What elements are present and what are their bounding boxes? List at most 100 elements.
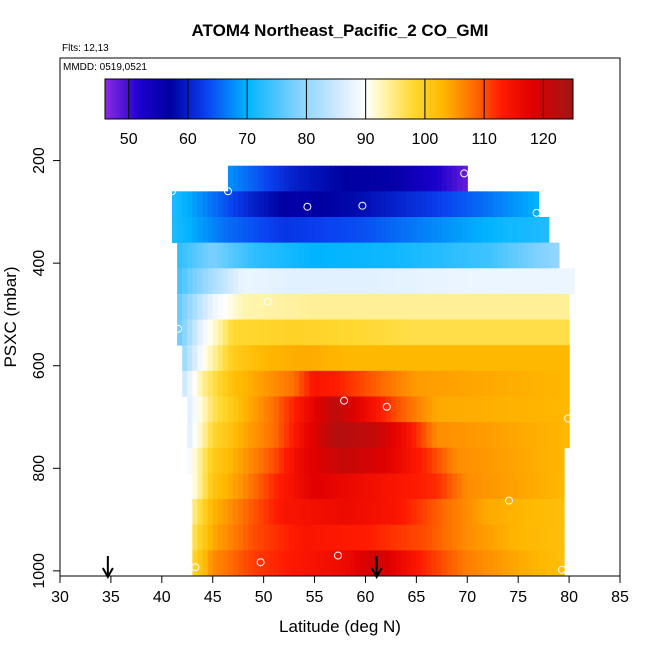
- heatmap-cell: [416, 165, 423, 192]
- heatmap-cell: [406, 422, 412, 449]
- heatmap-cell: [263, 422, 270, 449]
- heatmap-cell: [441, 216, 448, 244]
- heatmap-cell: [350, 319, 356, 346]
- heatmap-cell: [385, 524, 392, 551]
- heatmap-cell: [472, 550, 479, 576]
- heatmap-cell: [340, 293, 346, 320]
- heatmap-cell: [253, 422, 260, 449]
- heatmap-cell: [446, 550, 453, 576]
- heatmap-cell: [411, 396, 417, 423]
- heatmap-cell: [243, 473, 249, 500]
- heatmap-cell: [294, 524, 300, 551]
- heatmap-cell: [309, 293, 316, 320]
- heatmap-cell: [217, 268, 224, 295]
- heatmap-cell: [548, 319, 555, 346]
- heatmap-cell: [401, 447, 407, 474]
- heatmap-cell: [441, 396, 448, 423]
- heatmap-cell: [497, 422, 504, 449]
- heatmap-cell: [284, 499, 290, 526]
- heatmap-cell: [482, 293, 489, 320]
- heatmap-cell: [558, 396, 565, 423]
- heatmap-cell: [258, 319, 265, 346]
- heatmap-cell: [558, 345, 565, 372]
- heatmap-cell: [334, 524, 341, 551]
- heatmap-cell: [508, 499, 514, 526]
- heatmap-cell: [212, 268, 219, 295]
- heatmap-cell: [502, 268, 509, 295]
- heatmap-cell: [467, 242, 473, 269]
- heatmap-cell: [284, 422, 290, 449]
- x-tick-label: 60: [357, 589, 375, 606]
- heatmap-cell: [324, 242, 331, 269]
- heatmap-cell: [518, 396, 524, 423]
- heatmap-cell: [411, 422, 417, 449]
- heatmap-cell: [345, 345, 351, 372]
- heatmap-cell: [197, 293, 204, 320]
- heatmap-cell: [497, 370, 504, 397]
- sample-point: [224, 187, 232, 196]
- heatmap-cell: [441, 473, 448, 500]
- heatmap-cell: [233, 216, 239, 244]
- heatmap-cell: [370, 242, 377, 269]
- heatmap-cell: [421, 524, 428, 551]
- heatmap-cell: [350, 447, 356, 474]
- heatmap-cell: [452, 499, 458, 526]
- heatmap-cell: [431, 268, 438, 295]
- heatmap-cell: [314, 422, 321, 449]
- heatmap-cell: [502, 447, 509, 474]
- heatmap-cell: [289, 524, 295, 551]
- heatmap-cell: [472, 242, 479, 269]
- heatmap-cell: [457, 345, 463, 372]
- heatmap-cell: [431, 550, 438, 576]
- heatmap-cell: [177, 268, 183, 295]
- heatmap-cell: [396, 345, 402, 372]
- heatmap-cell: [243, 396, 249, 423]
- heatmap-cell: [192, 293, 199, 320]
- heatmap-cell: [355, 550, 361, 576]
- heatmap-cell: [492, 242, 499, 269]
- heatmap-cell: [380, 293, 387, 320]
- heatmap-cell: [375, 473, 382, 500]
- heatmap-cell: [360, 550, 367, 576]
- heatmap-cell: [197, 524, 204, 551]
- heatmap-cell: [365, 345, 372, 372]
- heatmap-cell: [212, 216, 219, 244]
- heatmap-cell: [452, 268, 458, 295]
- heatmap-cell: [380, 473, 387, 500]
- heatmap-cell: [492, 319, 499, 346]
- heatmap-cell: [253, 293, 260, 320]
- heatmap-cell: [467, 524, 473, 551]
- heatmap-cell: [294, 165, 300, 192]
- heatmap-cell: [324, 216, 331, 244]
- heatmap-cell: [482, 216, 489, 244]
- heatmap-cell: [324, 447, 331, 474]
- heatmap-cell: [222, 242, 229, 269]
- sample-point: [174, 324, 183, 333]
- heatmap-cell: [365, 268, 372, 295]
- heatmap-cell: [355, 524, 361, 551]
- heatmap-cell: [370, 550, 377, 576]
- heatmap-cell: [355, 242, 361, 269]
- heatmap-cell: [243, 422, 249, 449]
- heatmap-cell: [238, 447, 244, 474]
- heatmap-cell: [329, 293, 336, 320]
- heatmap-cell: [309, 191, 316, 218]
- heatmap-cell: [533, 447, 540, 474]
- heatmap-cell: [340, 524, 346, 551]
- heatmap-cell: [513, 268, 519, 295]
- heatmap-cell: [243, 216, 249, 244]
- heatmap-cell: [548, 370, 555, 397]
- heatmap-cell: [304, 524, 311, 551]
- heatmap-cell: [477, 293, 484, 320]
- heatmap-cell: [396, 396, 402, 423]
- heatmap-cell: [497, 473, 504, 500]
- heatmap-cell: [192, 216, 199, 244]
- heatmap-cell: [452, 293, 458, 320]
- heatmap-cell: [548, 550, 555, 576]
- heatmap-cell: [187, 242, 193, 269]
- heatmap-cell: [258, 447, 265, 474]
- heatmap-cell: [273, 242, 280, 269]
- heatmap-cell: [309, 370, 316, 397]
- heatmap-cell: [528, 499, 535, 526]
- heatmap-cell: [441, 345, 448, 372]
